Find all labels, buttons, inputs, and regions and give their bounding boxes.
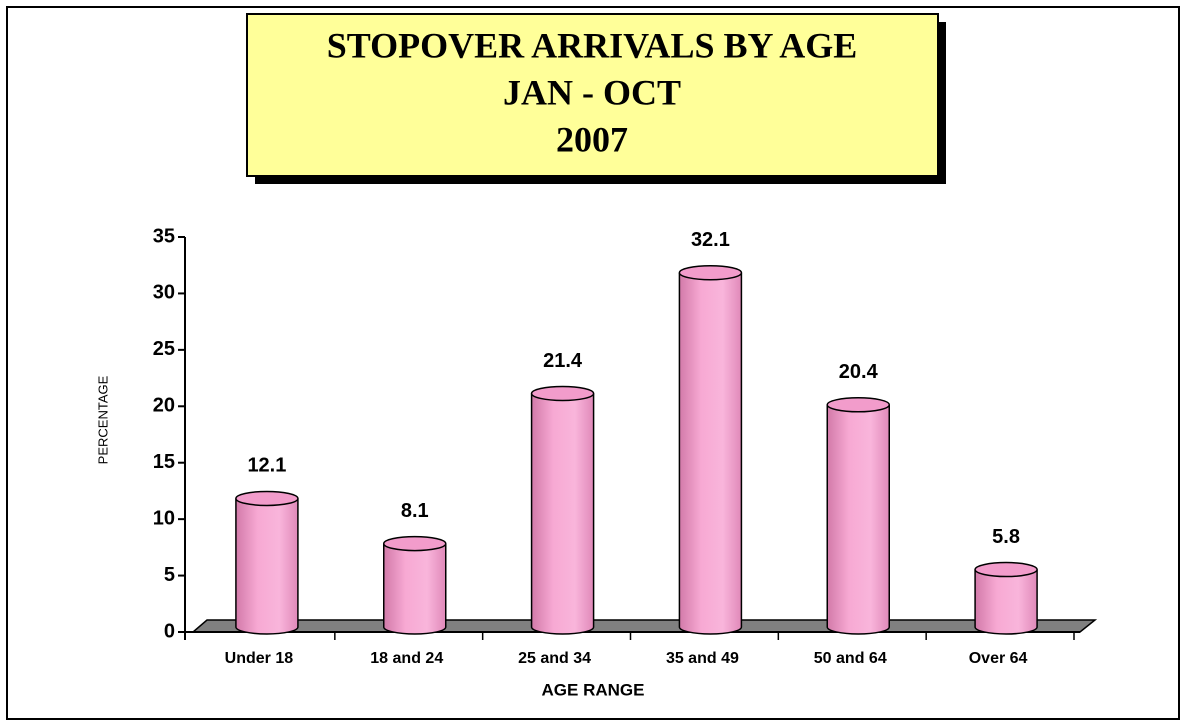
bar [530, 393, 595, 635]
bar-top [974, 561, 1038, 578]
chart-title: STOPOVER ARRIVALS BY AGE [327, 25, 858, 65]
value-label: 20.4 [839, 361, 879, 383]
bar [678, 272, 743, 635]
y-axis-label: PERCENTAGE [95, 375, 110, 464]
value-label: 5.8 [992, 526, 1020, 548]
bar-top [678, 264, 743, 281]
title-box [246, 13, 939, 177]
bar-top [826, 397, 890, 413]
y-tick-label: 35 [153, 225, 175, 247]
value-label: 12.1 [247, 455, 286, 477]
bar [235, 498, 299, 635]
y-tick-label: 15 [153, 451, 175, 473]
y-tick-label: 25 [153, 338, 175, 360]
y-tick-label: 0 [164, 620, 175, 642]
y-tick-label: 5 [164, 564, 175, 586]
value-label: 21.4 [543, 350, 583, 372]
bar-top [235, 490, 299, 507]
x-tick-label: 50 and 64 [814, 650, 887, 667]
x-tick-label: 18 and 24 [370, 650, 443, 667]
bar-top [530, 385, 595, 402]
x-tick-label: 25 and 34 [518, 650, 591, 667]
bar [826, 404, 890, 635]
x-tick-label: Over 64 [969, 650, 1028, 667]
y-tick-label: 10 [153, 507, 175, 529]
floor [190, 619, 1098, 633]
x-tick-label: Under 18 [225, 650, 294, 667]
chart-title: 2007 [556, 119, 628, 159]
x-tick-label: 35 and 49 [666, 650, 739, 667]
y-tick-label: 30 [153, 282, 175, 304]
bar [974, 569, 1038, 635]
value-label: 8.1 [401, 500, 429, 522]
value-label: 32.1 [691, 229, 730, 251]
bar-top [383, 535, 447, 552]
y-tick-label: 20 [153, 395, 175, 417]
x-axis-label: AGE RANGE [542, 680, 645, 699]
bar [383, 543, 447, 635]
chart-title: JAN - OCT [503, 72, 681, 112]
